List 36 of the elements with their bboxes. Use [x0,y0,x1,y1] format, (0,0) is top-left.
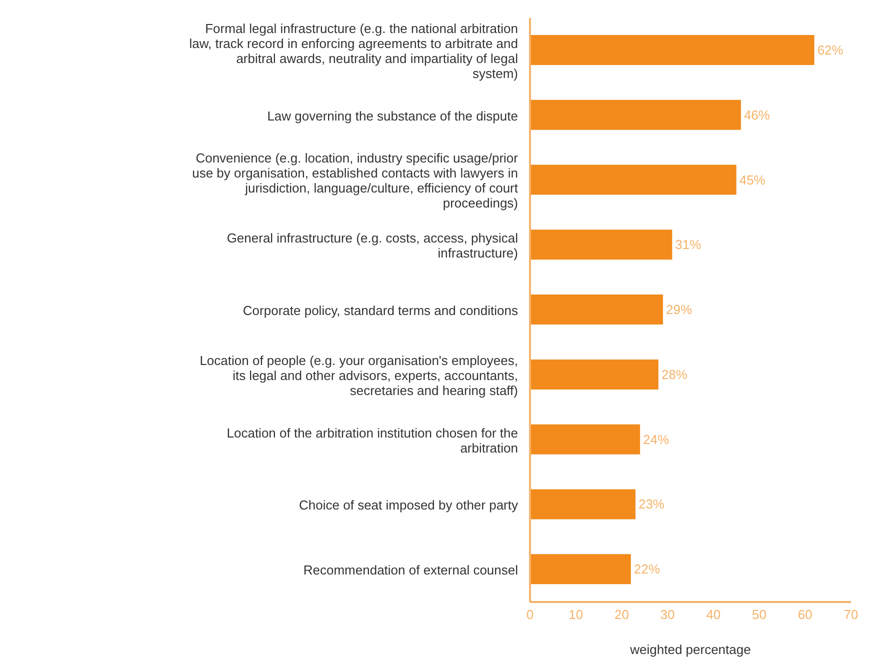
y-tick-label: Location of the arbitration institution chosen for the arbitration [226,424,518,455]
y-tick-label: Corporate policy, standard terms and conditions [242,302,518,318]
data-label: 28% [661,366,688,382]
x-axis-title: weighted percentage [629,642,751,657]
data-label: 24% [643,432,670,447]
bar [530,35,814,65]
data-label: 45% [739,172,766,188]
x-tick-label: 20 [614,607,629,622]
x-tick-label: 50 [752,607,767,622]
x-tick-label: 40 [706,607,721,622]
data-label: 29% [666,302,692,318]
bar [530,424,640,454]
y-tick-label: Recommendation of external counsel [303,562,518,578]
data-label: 31% [675,237,702,252]
x-tick-label: 70 [844,607,858,622]
y-tick-label: Choice of seat imposed by other party [299,497,518,512]
y-tick-label: Convenience (e.g. location, industry specific usage/prior use by organisation, established contacts with lawyers in jurisdiction, language/culture, efficiency of court proceedings) [192,150,519,210]
data-label: 46% [744,107,770,122]
bar [530,100,741,130]
bar [530,489,636,520]
y-tick-label: Law governing the substance of the dispute [267,108,518,123]
data-label: 23% [638,496,665,512]
bar [530,230,672,260]
x-tick-label: 10 [568,607,584,622]
x-tick-label: 60 [798,607,812,622]
y-tick-label: General infrastructure (e.g. costs, access, physical infrastructure) [226,230,518,260]
bar [530,359,658,390]
data-label: 62% [817,42,844,58]
data-label: 22% [634,562,660,577]
bar [530,554,631,584]
bar [530,164,736,195]
y-tick-label: Location of people (e.g. your organisation's employees, its legal and other advisors, experts, accountants, secretaries and hearing staff) [200,352,518,398]
y-tick-label: Formal legal infrastructure (e.g. the national arbitration law, track record in enforcing agreements to arbitrate and arbitral awards, neutrality and impartiality of legal system) [189,20,518,80]
bar [530,294,663,325]
x-tick-label: 30 [660,607,675,622]
x-tick-label: 0 [526,607,534,622]
